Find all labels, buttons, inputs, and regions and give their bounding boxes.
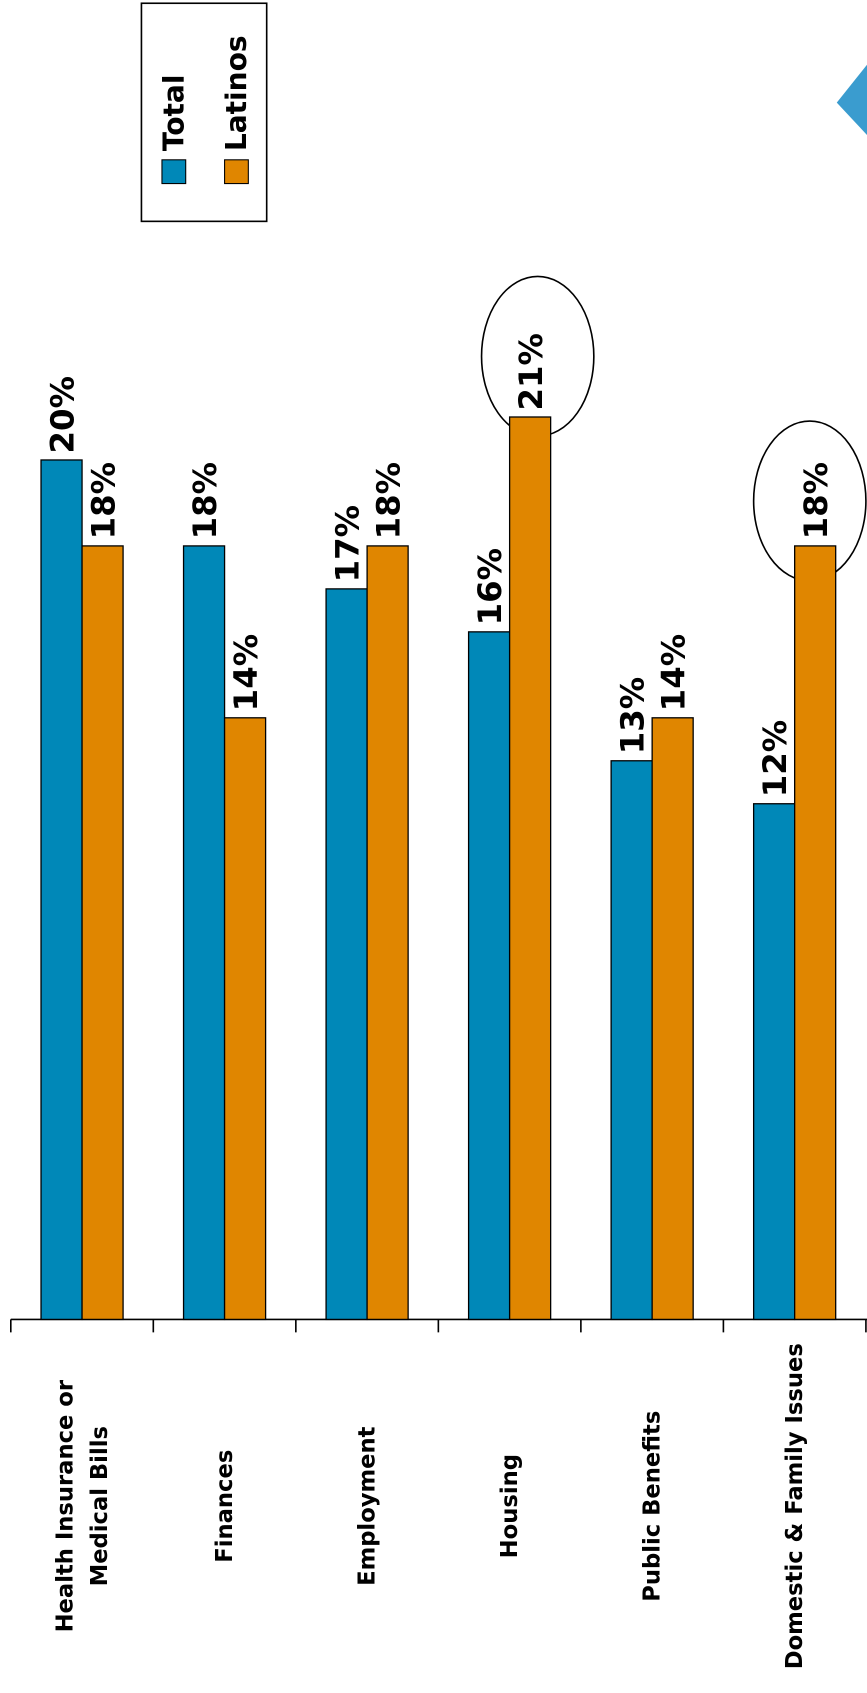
value-label: 18% bbox=[369, 462, 407, 540]
x-tick-label: Domestic & Family Issues bbox=[782, 1343, 808, 1669]
value-label: 13% bbox=[614, 677, 652, 755]
x-tick-label: Public Benefits bbox=[640, 1411, 666, 1602]
bar bbox=[610, 760, 653, 1321]
bar bbox=[40, 459, 83, 1321]
x-tick-label: Finances bbox=[212, 1450, 238, 1563]
x-tick-label: Health Insurance or Medical Bills bbox=[52, 1379, 113, 1632]
legend-swatch bbox=[224, 159, 249, 185]
logo-shape bbox=[836, 64, 867, 135]
x-tick-label: Employment bbox=[355, 1426, 381, 1586]
bar bbox=[467, 631, 511, 1321]
x-tick-label: Housing bbox=[497, 1454, 523, 1558]
bar bbox=[752, 803, 796, 1321]
bar bbox=[81, 545, 124, 1321]
legend-box bbox=[140, 2, 268, 223]
value-label: 14% bbox=[227, 634, 265, 712]
bar bbox=[794, 545, 837, 1321]
value-label: 16% bbox=[471, 548, 509, 625]
bar bbox=[182, 545, 226, 1321]
legend-label: Total bbox=[158, 75, 191, 152]
bar bbox=[325, 588, 368, 1321]
value-label: 14% bbox=[655, 634, 693, 712]
bar bbox=[223, 717, 267, 1321]
value-label: 17% bbox=[328, 505, 366, 583]
bar bbox=[366, 545, 409, 1321]
value-label: 18% bbox=[797, 462, 835, 540]
bar bbox=[651, 717, 694, 1321]
legend-label: Latinos bbox=[220, 35, 253, 151]
bar bbox=[508, 416, 552, 1321]
value-label: 20% bbox=[43, 376, 81, 454]
value-label: 18% bbox=[84, 462, 122, 540]
value-label: 21% bbox=[512, 333, 550, 410]
value-label: 12% bbox=[756, 720, 794, 797]
legend-swatch bbox=[161, 159, 187, 185]
value-label: 18% bbox=[186, 462, 224, 540]
